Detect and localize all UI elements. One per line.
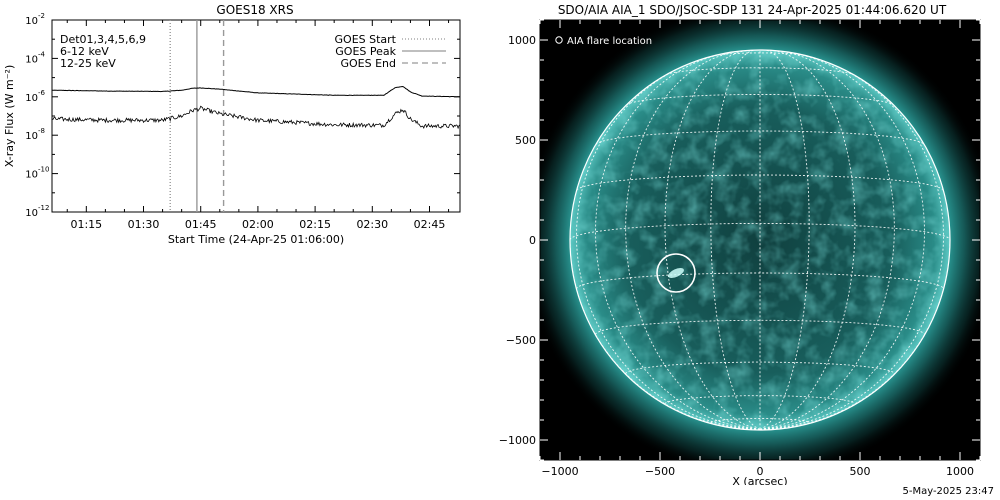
legend-event-label: GOES Peak — [335, 45, 396, 58]
legend-series-12-25kev: 12-25 keV — [60, 57, 116, 70]
series-line-6-12kev — [51, 85, 461, 98]
lightcurve-y-label: X-ray Flux (W m⁻²) — [3, 65, 16, 167]
x-tick-label: 02:45 — [414, 218, 446, 231]
aia-x-tick-label: 500 — [850, 465, 871, 478]
aia-y-tick-label: −1000 — [499, 434, 536, 447]
heliographic-grid — [570, 50, 950, 430]
longitude-line — [595, 52, 761, 430]
x-tick-label: 01:15 — [70, 218, 102, 231]
aia-image-chart: SDO/AIA AIA_1 SDO/JSOC-SDP 131 24-Apr-20… — [499, 3, 981, 488]
latitude-line — [576, 174, 944, 191]
y-tick-exponent: -10 — [38, 166, 49, 174]
y-tick-label: 10 — [25, 131, 38, 142]
flare-legend-label: AIA flare location — [567, 36, 652, 47]
x-tick-label: 02:30 — [356, 218, 388, 231]
y-tick-label: 10 — [25, 170, 38, 181]
aia-x-tick-label: −500 — [645, 465, 675, 478]
aia-x-axis: −1000 −500 0 500 1000 — [539, 20, 981, 478]
lightcurve-title: GOES18 XRS — [216, 3, 293, 17]
longitude-line — [710, 50, 761, 430]
latitude-line — [666, 67, 854, 76]
latitude-line — [710, 418, 810, 424]
footer-date: 5-May-2025 23:47 — [902, 486, 994, 497]
y-tick-exponent: -4 — [38, 50, 46, 58]
lightcurve-x-axis: 01:15 01:30 01:45 02:00 02:15 02:30 02:45 — [66, 20, 450, 231]
flare-location-marker — [656, 253, 696, 293]
y-tick-exponent: -12 — [38, 204, 49, 212]
legend-event-label: GOES End — [340, 57, 396, 70]
aia-x-tick-label: 1000 — [946, 465, 974, 478]
aia-title: SDO/AIA AIA_1 SDO/JSOC-SDP 131 24-Apr-20… — [558, 3, 947, 17]
flare-bright-region — [668, 268, 684, 278]
longitude-line — [576, 61, 761, 430]
aia-x-label: X (arcsec) — [732, 475, 787, 485]
detectors-label: Det01,3,4,5,6,9 — [60, 33, 146, 46]
aia-y-tick-label: 0 — [529, 234, 536, 247]
y-tick-label: 10 — [25, 54, 38, 65]
aia-y-tick-label: 1000 — [508, 34, 536, 47]
latitude-line — [595, 130, 925, 145]
longitude-line — [759, 50, 810, 430]
aia-y-tick-label: −500 — [506, 334, 536, 347]
longitude-line — [664, 50, 761, 430]
latitude-line — [595, 319, 925, 335]
aia-y-axis: 1000 500 0 −500 −1000 — [499, 19, 980, 461]
goes-event-lines — [169, 20, 225, 212]
y-tick-label: 10 — [25, 16, 38, 27]
x-tick-label: 01:30 — [128, 218, 160, 231]
y-tick-label: 10 — [25, 93, 38, 104]
y-tick-exponent: -6 — [38, 89, 46, 97]
y-tick-label: 10 — [25, 208, 38, 219]
longitude-line — [625, 50, 761, 430]
legend-event-label: GOES Start — [335, 33, 397, 46]
longitude-line — [759, 50, 856, 430]
longitude-line — [759, 61, 944, 430]
x-tick-label: 01:45 — [185, 218, 217, 231]
lightcurve-x-label: Start Time (24-Apr-25 01:06:00) — [168, 233, 344, 246]
aia-y-tick-label: 500 — [515, 134, 536, 147]
x-tick-label: 02:15 — [299, 218, 331, 231]
longitude-line — [759, 50, 895, 430]
lightcurve-plot-frame — [51, 19, 461, 213]
series-line-12-25kev — [51, 105, 461, 130]
x-tick-label: 02:00 — [242, 218, 274, 231]
y-tick-exponent: -8 — [38, 127, 45, 135]
aia-x-tick-label: −1000 — [541, 465, 578, 478]
y-tick-exponent: -2 — [38, 12, 45, 20]
aia-x-tick-label: 0 — [757, 465, 764, 478]
latitude-line — [625, 361, 895, 374]
flare-legend-symbol — [555, 36, 563, 44]
legend-series-6-12kev: 6-12 keV — [60, 45, 109, 58]
longitude-line — [759, 52, 925, 430]
solar-limb — [569, 49, 951, 431]
lightcurve-series — [51, 85, 461, 130]
